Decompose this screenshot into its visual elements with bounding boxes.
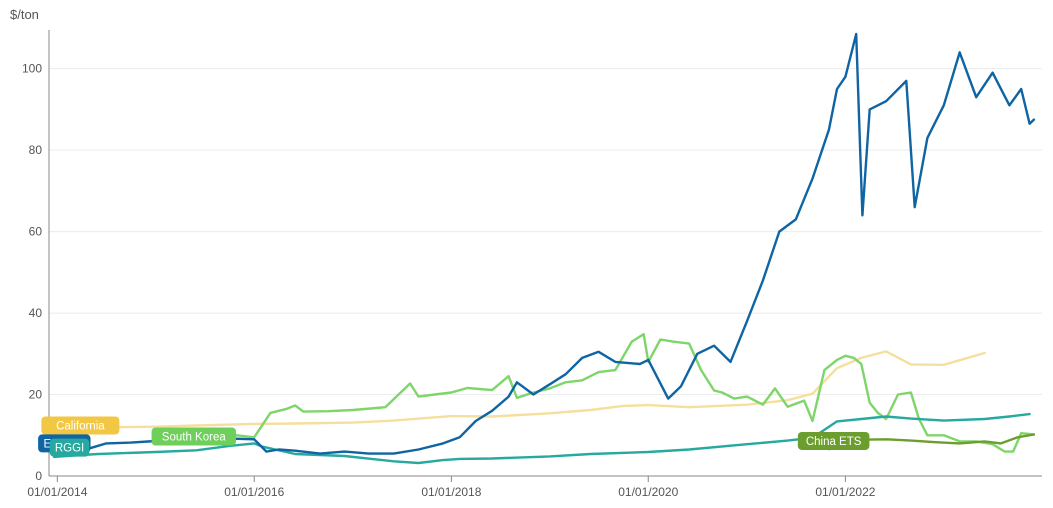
series-tag-california: California (41, 416, 120, 435)
y-tick-label: 20 (29, 388, 43, 402)
series-tag-label: China ETS (806, 436, 862, 448)
x-tick-label: 01/01/2020 (618, 485, 678, 499)
x-tick-label: 01/01/2016 (224, 485, 284, 499)
y-axis-unit-label: $/ton (10, 7, 39, 22)
series-tag-china-ets: China ETS (797, 431, 870, 450)
series-tag-background (797, 431, 870, 450)
y-tick-label: 100 (22, 62, 42, 76)
grid-layer (49, 68, 1042, 396)
series-tag-background (49, 438, 90, 457)
series-tag-background (41, 416, 120, 435)
x-tick-label: 01/01/2014 (27, 485, 87, 499)
x-tick-label: 01/01/2018 (421, 485, 481, 499)
series-line-south-korea (158, 333, 1036, 453)
series-tag-label: South Korea (162, 431, 227, 443)
y-tick-label: 0 (35, 469, 42, 483)
series-line-rggi (52, 412, 1031, 465)
y-tick-label: 60 (29, 225, 43, 239)
series-tag-rggi: RGGI (49, 438, 90, 457)
series-layer (51, 32, 1036, 465)
y-tick-label: 80 (29, 143, 43, 157)
series-tag-label: RGGI (55, 443, 84, 455)
series-line-california (51, 350, 986, 430)
y-tick-label: 40 (29, 306, 43, 320)
x-tick-label: 01/01/2022 (815, 485, 875, 499)
series-line-eu-ets (52, 32, 1036, 455)
axis-layer: $/ton 0 20 40 60 80 100 01/01/2014 01/01/2016 01… (10, 7, 1042, 499)
series-tag-south-korea: South Korea (151, 427, 236, 446)
series-tag-label: California (56, 420, 105, 432)
series-tag-background (151, 427, 236, 446)
